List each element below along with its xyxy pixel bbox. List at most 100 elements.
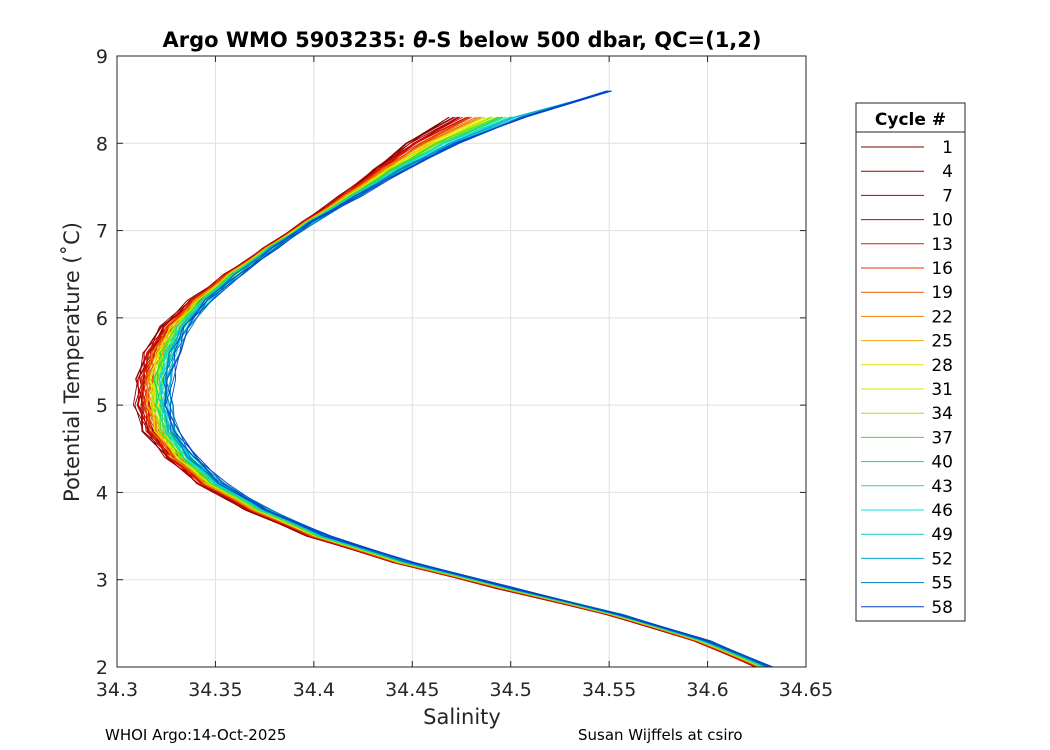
profile-line-cycle-43-1 bbox=[161, 116, 770, 668]
footer-credit-right: Susan Wijffels at csiro bbox=[578, 726, 743, 744]
profile-line-cycle-10-2 bbox=[146, 116, 761, 668]
legend-label-49: 49 bbox=[931, 525, 953, 545]
profile-line-cycle-10-0 bbox=[137, 116, 761, 668]
y-tick-label-4: 6 bbox=[96, 308, 108, 330]
legend-label-22: 22 bbox=[931, 307, 953, 327]
y-tick-label-6: 8 bbox=[96, 133, 108, 155]
x-tick-label-4: 34.5 bbox=[490, 679, 532, 701]
axis-ticks: 34.3 34.35 34.4 34.45 34.5 34.55 34.6 34.65 2 3 4 5… bbox=[96, 46, 833, 701]
legend-label-13: 13 bbox=[931, 235, 953, 255]
x-tick-label-2: 34.4 bbox=[293, 679, 335, 701]
profile-line-cycle-10-1 bbox=[142, 116, 762, 668]
profile-line-cycle-46-0 bbox=[163, 116, 768, 668]
legend-label-25: 25 bbox=[931, 332, 953, 352]
profile-line-cycle-28-0 bbox=[152, 116, 766, 668]
profile-line-cycle-40-1 bbox=[155, 116, 766, 668]
profile-line-cycle-40-0 bbox=[153, 116, 764, 668]
profile-line-cycle-37-0 bbox=[159, 116, 768, 668]
axes-box bbox=[116, 55, 807, 668]
legend-label-16: 16 bbox=[931, 259, 953, 279]
footer-credit-left: WHOI Argo:14-Oct-2025 bbox=[105, 726, 287, 744]
legend-label-34: 34 bbox=[931, 404, 953, 424]
legend-label-7: 7 bbox=[942, 186, 953, 206]
y-tick-label-5: 7 bbox=[96, 221, 108, 243]
profile-line-cycle-58-0 bbox=[164, 90, 770, 668]
profile-line-cycle-43-0 bbox=[156, 116, 769, 668]
profile-line-cycle-19-0 bbox=[144, 116, 764, 668]
legend-label-52: 52 bbox=[931, 549, 953, 569]
chart-title-group: Argo WMO 5903235: θ-S below 500 dbar, QC… bbox=[162, 28, 761, 52]
legend-label-46: 46 bbox=[931, 501, 953, 521]
legend-label-40: 40 bbox=[931, 453, 953, 473]
profile-line-cycle-13-1 bbox=[141, 116, 758, 668]
profile-line-cycle-46-2 bbox=[158, 116, 766, 668]
profile-line-cycle-34-2 bbox=[158, 116, 768, 668]
y-tick-label-3: 5 bbox=[96, 395, 108, 417]
chart-title-suffix: -S below 500 dbar, QC=(1,2) bbox=[428, 28, 762, 52]
profile-line-cycle-16-1 bbox=[141, 116, 761, 668]
y-tick-label-1: 3 bbox=[96, 570, 108, 592]
chart-title-symbol: θ bbox=[413, 28, 427, 52]
legend-label-1: 1 bbox=[942, 138, 953, 158]
legend-label-28: 28 bbox=[931, 356, 953, 376]
profile-line-cycle-16-0 bbox=[140, 116, 758, 668]
profile-line-cycle-7-2 bbox=[136, 116, 760, 668]
profile-line-cycle-25-0 bbox=[146, 116, 762, 668]
profile-line-cycle-19-1 bbox=[150, 116, 764, 668]
y-tick-label-0: 2 bbox=[96, 657, 108, 679]
profile-line-cycle-40-2 bbox=[155, 116, 769, 668]
profile-line-cycle-55-1 bbox=[162, 90, 768, 668]
profile-line-cycle-43-2 bbox=[163, 116, 768, 668]
y-tick-label-7: 9 bbox=[96, 46, 108, 68]
legend-label-4: 4 bbox=[942, 162, 953, 182]
legend-label-37: 37 bbox=[931, 428, 953, 448]
x-tick-label-5: 34.55 bbox=[582, 679, 636, 701]
profile-line-cycle-22-0 bbox=[147, 116, 761, 668]
profile-line-cycle-28-2 bbox=[149, 116, 762, 668]
x-axis-label: Salinity bbox=[423, 705, 501, 729]
profile-line-cycle-16-2 bbox=[143, 116, 764, 668]
profile-line-cycle-25-1 bbox=[146, 116, 765, 668]
y-axis-label: Potential Temperature (˚C) bbox=[60, 222, 84, 502]
x-tick-label-3: 34.45 bbox=[385, 679, 439, 701]
profile-line-cycle-25-2 bbox=[151, 116, 766, 668]
profile-line-cycle-22-2 bbox=[146, 116, 761, 668]
profile-line-cycle-31-2 bbox=[149, 116, 765, 668]
profile-line-cycle-58-2 bbox=[170, 90, 774, 668]
legend: Cycle # 1 4 7 10 13 16 19 22 25 28 31 34 37 40 43 46 49 52… bbox=[855, 102, 966, 622]
profile-line-cycle-4-2 bbox=[135, 116, 756, 668]
profile-line-cycle-31-0 bbox=[150, 116, 762, 668]
legend-label-55: 55 bbox=[931, 574, 953, 594]
profile-line-cycle-13-0 bbox=[146, 116, 761, 668]
x-tick-label-7: 34.65 bbox=[779, 679, 833, 701]
legend-label-10: 10 bbox=[931, 211, 953, 231]
profile-line-cycle-31-1 bbox=[149, 116, 762, 668]
chart-title: Argo WMO 5903235: θ-S below 500 dbar, QC… bbox=[162, 28, 761, 52]
profile-line-cycle-13-2 bbox=[139, 116, 758, 668]
profile-line-cycle-1-1 bbox=[134, 116, 760, 668]
legend-title: Cycle # bbox=[875, 110, 946, 130]
profile-line-cycle-7-1 bbox=[137, 116, 757, 668]
profile-line-cycle-1-2 bbox=[140, 116, 760, 668]
profile-line-cycle-1-0 bbox=[132, 116, 757, 668]
profile-line-cycle-34-0 bbox=[150, 116, 766, 668]
x-tick-label-6: 34.6 bbox=[686, 679, 728, 701]
profile-line-cycle-49-0 bbox=[159, 116, 767, 668]
profile-lines bbox=[132, 90, 774, 668]
profile-line-cycle-7-0 bbox=[135, 116, 756, 668]
chart-title-prefix: Argo WMO 5903235: bbox=[162, 28, 413, 52]
y-tick-label-2: 4 bbox=[96, 482, 108, 504]
profile-line-cycle-4-1 bbox=[139, 116, 757, 668]
profile-line-cycle-28-1 bbox=[154, 116, 765, 668]
profile-line-cycle-4-0 bbox=[141, 116, 760, 668]
profile-line-cycle-34-1 bbox=[153, 116, 768, 668]
x-tick-label-0: 34.3 bbox=[96, 679, 138, 701]
legend-label-31: 31 bbox=[931, 380, 953, 400]
legend-label-43: 43 bbox=[931, 477, 953, 497]
profile-line-cycle-19-2 bbox=[147, 116, 761, 668]
legend-label-58: 58 bbox=[931, 598, 953, 618]
profile-line-cycle-46-1 bbox=[158, 116, 766, 668]
x-tick-label-1: 34.35 bbox=[188, 679, 242, 701]
profile-line-cycle-49-1 bbox=[159, 116, 770, 668]
